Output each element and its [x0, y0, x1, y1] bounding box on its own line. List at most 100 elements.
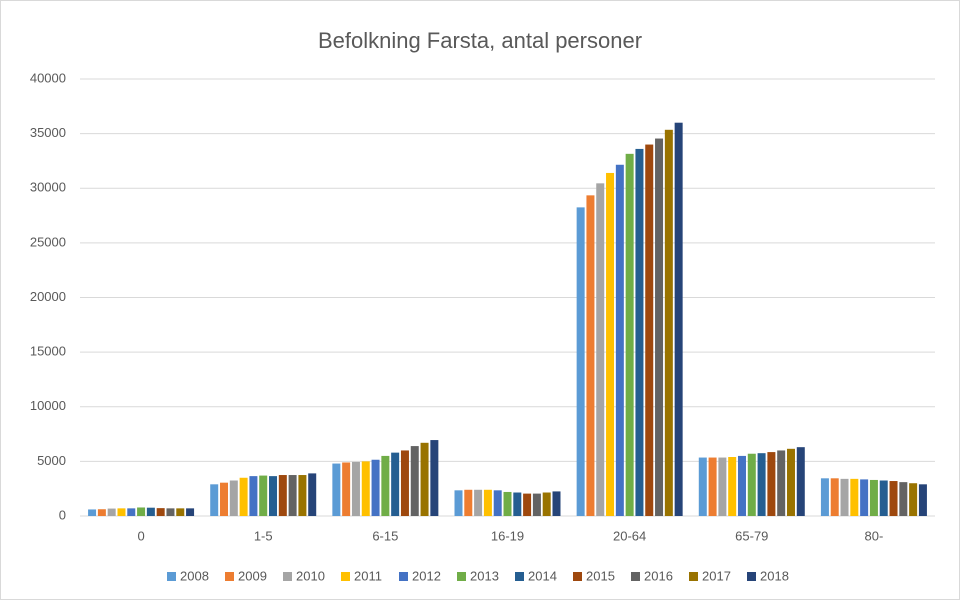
bar [542, 492, 551, 516]
legend-swatch [515, 572, 524, 581]
legend-swatch [747, 572, 756, 581]
x-tick-label: 80- [865, 528, 884, 543]
y-tick-label: 10000 [30, 398, 66, 413]
bar [464, 489, 473, 516]
bar [156, 508, 165, 516]
legend-swatch [631, 572, 640, 581]
y-tick-label: 5000 [37, 453, 66, 468]
y-tick-label: 15000 [30, 344, 66, 359]
bar [351, 461, 360, 516]
bar [166, 508, 175, 516]
bar [718, 457, 727, 516]
bar [474, 489, 483, 516]
legend-label: 2017 [702, 568, 731, 583]
bar [860, 479, 869, 516]
legend-label: 2014 [528, 568, 557, 583]
bar [513, 492, 522, 516]
bar [430, 440, 439, 516]
legend-swatch [167, 572, 176, 581]
bar [361, 461, 370, 516]
y-tick-label: 20000 [30, 289, 66, 304]
bar [176, 508, 185, 516]
x-tick-label: 16-19 [491, 528, 524, 543]
bar [127, 508, 136, 516]
legend-label: 2012 [412, 568, 441, 583]
bar [420, 442, 429, 516]
legend-label: 2010 [296, 568, 325, 583]
bar [210, 484, 219, 516]
legend-swatch [457, 572, 466, 581]
bar [229, 480, 238, 516]
x-tick-label: 0 [137, 528, 144, 543]
y-tick-label: 0 [59, 507, 66, 522]
bar [107, 508, 116, 516]
bar [269, 476, 278, 516]
bar [899, 482, 908, 516]
bar [400, 450, 409, 516]
bar [342, 462, 351, 516]
bar [278, 475, 287, 516]
bar [288, 475, 297, 516]
bar [909, 483, 918, 516]
bar [586, 195, 595, 516]
bar [674, 122, 683, 516]
bar [391, 452, 400, 516]
bar [532, 493, 541, 516]
bar [410, 446, 419, 516]
legend-swatch [225, 572, 234, 581]
legend-label: 2008 [180, 568, 209, 583]
bar [777, 450, 786, 516]
bar [88, 509, 97, 516]
x-tick-label: 65-79 [735, 528, 768, 543]
bar [879, 480, 888, 516]
bar [728, 457, 737, 516]
legend-swatch [399, 572, 408, 581]
bar [249, 476, 258, 516]
legend-label: 2016 [644, 568, 673, 583]
bar [840, 478, 849, 516]
legend-swatch [573, 572, 582, 581]
bar [737, 455, 746, 516]
bar [454, 490, 463, 516]
legend-label: 2009 [238, 568, 267, 583]
bar [655, 138, 664, 516]
bar [645, 144, 654, 517]
legend-swatch [689, 572, 698, 581]
bar [869, 479, 878, 516]
bar [259, 475, 268, 516]
bar [332, 463, 341, 516]
bar [708, 457, 717, 516]
x-tick-label: 6-15 [372, 528, 398, 543]
bar [615, 164, 624, 517]
bar [625, 153, 634, 516]
chart-title: Befolkning Farsta, antal personer [318, 28, 642, 53]
bar [97, 509, 106, 516]
bar [381, 455, 390, 516]
bar [786, 448, 795, 516]
bar [371, 459, 380, 516]
bar [635, 148, 644, 517]
bar [767, 452, 776, 516]
bar [918, 484, 927, 516]
bar [503, 491, 512, 516]
bar [576, 207, 585, 516]
bar [796, 447, 805, 516]
bar [757, 453, 766, 516]
bar [308, 473, 317, 516]
y-tick-label: 25000 [30, 234, 66, 249]
y-tick-label: 30000 [30, 180, 66, 195]
bar [889, 481, 898, 516]
legend-swatch [341, 572, 350, 581]
bar [220, 482, 229, 516]
bar [850, 478, 859, 516]
bar [239, 477, 248, 516]
x-tick-label: 20-64 [613, 528, 646, 543]
legend-swatch [283, 572, 292, 581]
legend-label: 2018 [760, 568, 789, 583]
bar [596, 183, 605, 517]
bar [606, 172, 615, 516]
bar [698, 457, 707, 516]
x-tick-label: 1-5 [254, 528, 273, 543]
bar [483, 489, 492, 516]
